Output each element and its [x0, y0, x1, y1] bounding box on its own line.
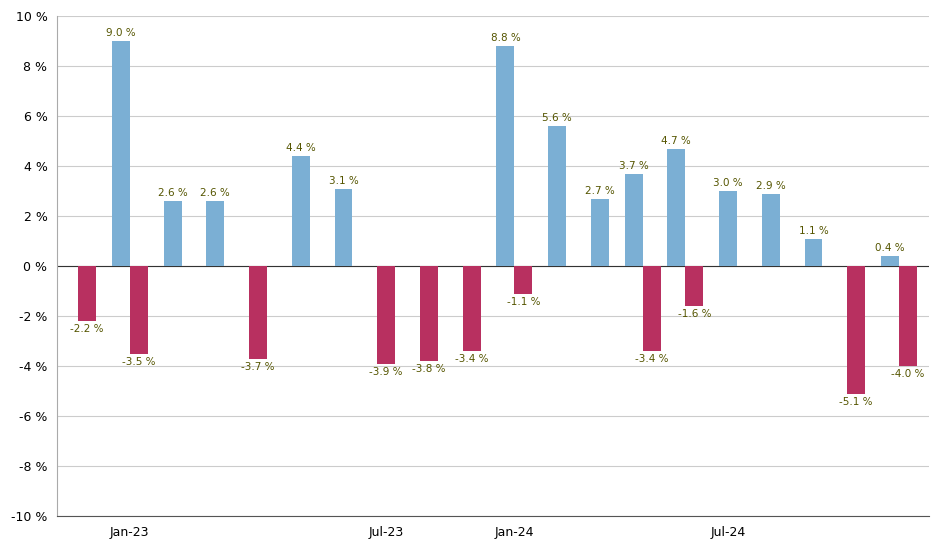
Bar — [805, 239, 822, 266]
Text: 3.1 %: 3.1 % — [329, 175, 358, 186]
Text: 2.6 %: 2.6 % — [158, 188, 187, 198]
Text: -2.2 %: -2.2 % — [70, 324, 103, 334]
Bar — [881, 256, 899, 266]
Text: 2.9 %: 2.9 % — [756, 180, 786, 191]
Bar — [847, 266, 865, 394]
Text: -3.9 %: -3.9 % — [369, 367, 403, 377]
Text: -3.4 %: -3.4 % — [455, 354, 489, 364]
Bar — [462, 266, 480, 351]
Text: -1.1 %: -1.1 % — [507, 296, 540, 307]
Text: 0.4 %: 0.4 % — [875, 243, 905, 253]
Bar — [591, 199, 609, 266]
Text: 8.8 %: 8.8 % — [491, 33, 521, 43]
Bar — [377, 266, 395, 364]
Text: -1.6 %: -1.6 % — [678, 309, 711, 319]
Text: -4.0 %: -4.0 % — [891, 369, 925, 379]
Text: 9.0 %: 9.0 % — [106, 28, 135, 38]
Bar — [78, 266, 96, 321]
Bar — [496, 46, 514, 266]
Bar — [685, 266, 703, 306]
Text: -5.1 %: -5.1 % — [839, 397, 873, 406]
Text: 1.1 %: 1.1 % — [799, 226, 828, 235]
Bar — [420, 266, 438, 361]
Bar — [335, 189, 352, 266]
Text: -3.7 %: -3.7 % — [242, 362, 274, 372]
Text: 4.7 %: 4.7 % — [662, 136, 691, 146]
Bar — [112, 41, 130, 266]
Text: 2.6 %: 2.6 % — [200, 188, 230, 198]
Bar — [899, 266, 916, 366]
Bar — [164, 201, 181, 266]
Bar — [643, 266, 661, 351]
Bar — [548, 126, 566, 266]
Bar — [625, 174, 643, 266]
Text: 3.0 %: 3.0 % — [713, 178, 743, 188]
Text: 5.6 %: 5.6 % — [542, 113, 572, 123]
Bar — [667, 148, 685, 266]
Text: 2.7 %: 2.7 % — [585, 186, 615, 196]
Bar — [719, 191, 737, 266]
Text: -3.8 %: -3.8 % — [413, 364, 446, 374]
Bar — [291, 156, 310, 266]
Bar — [130, 266, 148, 354]
Bar — [207, 201, 225, 266]
Text: 3.7 %: 3.7 % — [619, 161, 649, 170]
Text: -3.5 %: -3.5 % — [122, 356, 156, 367]
Bar — [249, 266, 267, 359]
Bar — [514, 266, 532, 294]
Text: 4.4 %: 4.4 % — [286, 143, 316, 153]
Bar — [761, 194, 780, 266]
Text: -3.4 %: -3.4 % — [634, 354, 668, 364]
